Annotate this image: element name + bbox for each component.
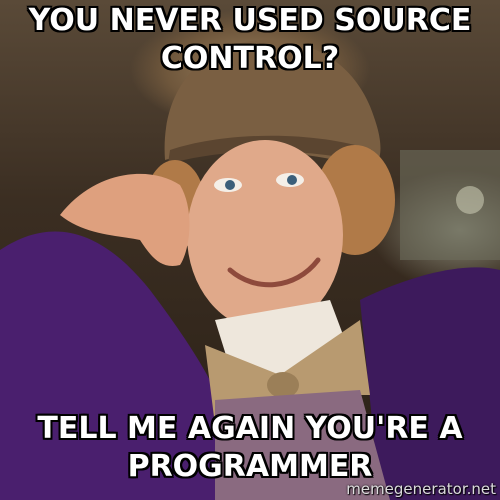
face — [187, 140, 343, 330]
purple-jacket — [0, 231, 215, 500]
hand-on-cheek — [60, 173, 190, 266]
smirk-mouth — [227, 257, 321, 288]
bottom-caption: TELL ME AGAIN YOU'RE A PROGRAMMER — [10, 410, 490, 486]
bow-tie-knot — [267, 372, 299, 398]
top-caption-line-2: CONTROL? — [160, 41, 340, 76]
left-pupil — [225, 180, 235, 190]
watermark: memegenerator.net — [346, 480, 496, 498]
bottom-caption-line-1: TELL ME AGAIN YOU'RE A — [37, 411, 463, 446]
background-window — [400, 150, 500, 260]
right-pupil — [287, 175, 297, 185]
bottom-caption-line-2: PROGRAMMER — [127, 449, 373, 484]
background-light — [456, 186, 484, 214]
top-caption: YOU NEVER USED SOURCE CONTROL? — [10, 2, 490, 78]
floral-vest — [215, 390, 390, 500]
top-caption-line-1: YOU NEVER USED SOURCE — [28, 3, 472, 38]
purple-jacket-right — [360, 267, 500, 500]
top-hat — [164, 39, 381, 171]
